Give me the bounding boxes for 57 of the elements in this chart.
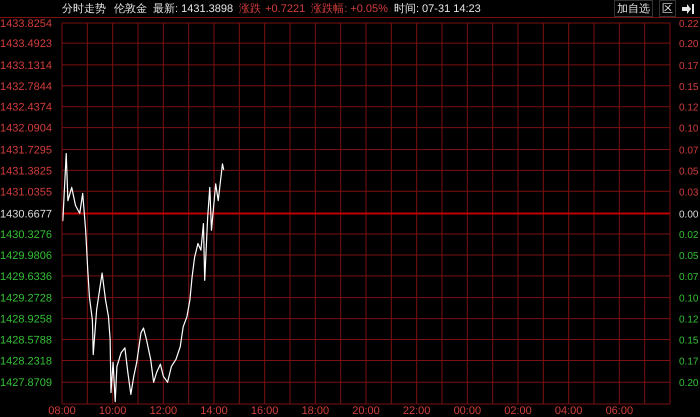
y2-tick-label: 0.20: [679, 378, 699, 390]
y2-tick-label: 0.22: [679, 19, 699, 30]
x-tick-label: 16:00: [250, 405, 278, 417]
y2-tick-label: 0.10: [679, 294, 699, 305]
y2-tick-label: 0.15: [679, 82, 699, 93]
y-tick-label: 1428.2318: [0, 355, 52, 368]
y-tick-label: 1430.3276: [0, 229, 52, 242]
y2-tick-label: 0.20: [679, 39, 699, 50]
y-tick-label: 1431.7295: [0, 144, 52, 156]
text: +0.7221: [265, 2, 306, 14]
y-tick-label: 1432.0904: [0, 122, 52, 135]
y2-tick-label: 0.00: [679, 210, 699, 220]
y2-tick-label: 0.07: [679, 272, 699, 283]
x-tick-label: 14:00: [200, 405, 228, 417]
y2-tick-label: 0.05: [679, 166, 699, 178]
y2-tick-label: 0.17: [679, 60, 699, 72]
x-tick-label: 22:00: [402, 405, 430, 417]
y-tick-label: 1432.7844: [0, 80, 52, 93]
text: 区: [659, 0, 676, 17]
y-tick-label: 1431.0355: [0, 186, 52, 198]
x-tick-label: 02:00: [504, 405, 532, 417]
y-tick-label: 1433.8254: [0, 18, 52, 30]
y-tick-label: 1430.6677: [0, 208, 52, 220]
y-tick-label: 1428.9258: [0, 314, 52, 326]
y2-tick-label: 0.05: [679, 250, 699, 262]
y-tick-label: 1429.9806: [0, 250, 52, 262]
y-tick-label: 1429.6336: [0, 270, 52, 283]
y-tick-label: 1433.4923: [0, 38, 52, 50]
y-tick-label: 1427.8709: [0, 377, 52, 390]
text: 涨跌: [239, 2, 262, 16]
x-tick-label: 08:00: [48, 405, 76, 417]
y2-tick-label: 0.07: [679, 145, 699, 156]
y-tick-label: 1428.5788: [0, 334, 52, 347]
x-tick-label: 00:00: [454, 405, 482, 417]
y2-tick-label: 0.12: [679, 102, 699, 114]
chart-title: 分时走势: [62, 2, 106, 16]
x-tick-label: 12:00: [150, 405, 178, 417]
text: 加自选: [614, 0, 653, 17]
text: 最新: 1431.3898: [153, 2, 234, 16]
y-tick-label: 1429.2728: [0, 292, 52, 305]
x-tick-label: 06:00: [606, 405, 634, 417]
y2-tick-label: 0.17: [679, 356, 699, 368]
y2-tick-label: 0.12: [679, 314, 699, 326]
y-tick-label: 1431.3825: [0, 165, 52, 178]
x-tick-label: 10:00: [98, 405, 126, 417]
text: 伦敦金: [114, 2, 147, 16]
y2-tick-label: 0.02: [679, 230, 699, 242]
y-tick-label: 1432.4374: [0, 102, 52, 114]
x-tick-label: 20:00: [352, 405, 380, 417]
y2-tick-label: 0.15: [679, 336, 699, 347]
text: 时间: 07-31 14:23: [394, 2, 481, 16]
text: 涨跌幅: +0.05%: [311, 2, 388, 16]
y2-tick-label: 0.03: [679, 187, 699, 198]
y-tick-label: 1433.1314: [0, 60, 52, 72]
y2-tick-label: 0.10: [679, 124, 699, 135]
x-tick-label: 18:00: [302, 405, 330, 417]
x-tick-label: 04:00: [554, 405, 582, 417]
